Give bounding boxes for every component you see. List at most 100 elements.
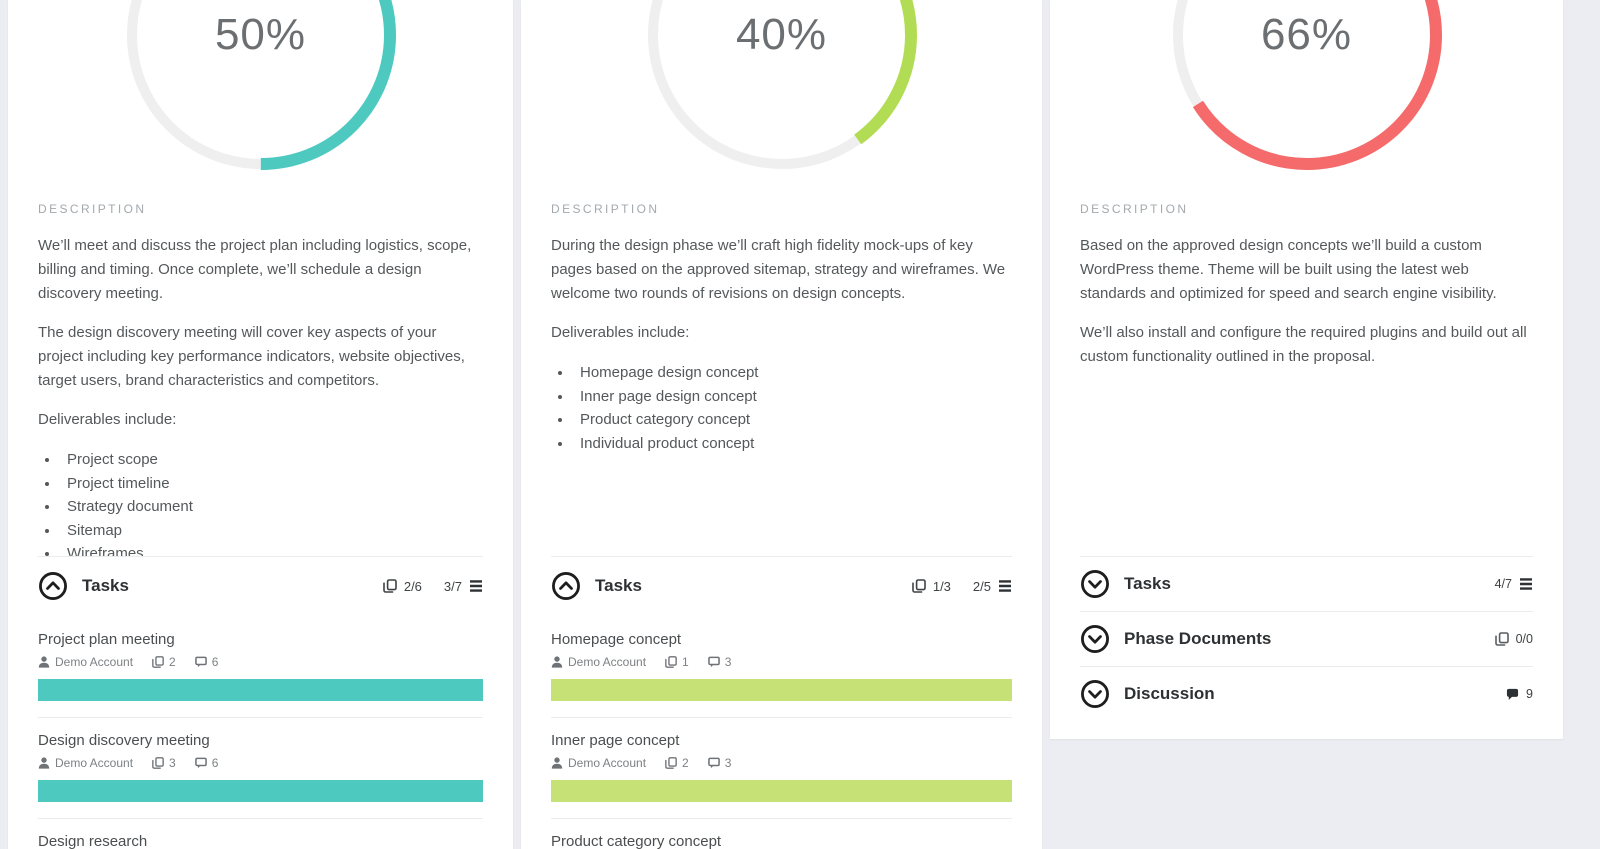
task-attachment-count: 1	[682, 655, 689, 669]
tasks-section-header[interactable]: Tasks 4/7	[1080, 556, 1533, 611]
user-icon	[551, 656, 563, 668]
clone-icon	[1494, 632, 1509, 646]
description-paragraph: Deliverables include:	[38, 411, 177, 428]
chevron-down-circle-icon	[1081, 570, 1109, 598]
task-comment-count: 3	[724, 655, 732, 669]
section-title: Phase Documents	[1124, 629, 1272, 648]
task-title[interactable]: Product category concept	[551, 833, 722, 849]
task-meta: Demo Account 2 3	[551, 754, 1012, 772]
phase-card: 66% DESCRIPTION Based on the approved de…	[1050, 0, 1563, 739]
task-assignee: Demo Account	[568, 655, 647, 669]
description-paragraph: We’ll also install and configure the req…	[1080, 324, 1527, 365]
description-label: DESCRIPTION	[551, 202, 660, 216]
phase-card: 40% DESCRIPTION During the design phase …	[521, 0, 1042, 849]
section-counts: 1/3 2/5	[912, 579, 1012, 594]
list-icon	[1519, 578, 1533, 590]
clone-icon	[665, 656, 677, 668]
discussion-count: 9	[1526, 687, 1533, 701]
clone-icon	[152, 656, 164, 668]
task-meta: Demo Account 3 6	[38, 754, 483, 772]
phase-progress-ring: 40%	[551, 0, 1012, 170]
phase-description: DESCRIPTION Based on the approved design…	[1080, 202, 1533, 556]
description-paragraph: Deliverables include:	[551, 324, 690, 341]
task-row[interactable]: Product category concept	[551, 818, 1012, 849]
description-label: DESCRIPTION	[38, 202, 147, 216]
description-paragraph: The design discovery meeting will cover …	[38, 324, 465, 389]
phase-description: DESCRIPTION During the design phase we’l…	[551, 202, 1012, 556]
clone-icon	[152, 757, 164, 769]
deliverables-list: Project scope Project timeline Strategy …	[60, 448, 483, 556]
progress-ring-svg	[646, 0, 917, 170]
progress-percent: 66%	[1260, 10, 1353, 59]
task-attachment-count: 3	[169, 756, 176, 770]
phase-progress-ring: 50%	[38, 0, 483, 170]
tasks-count: 3/7	[443, 578, 462, 594]
comment-icon	[194, 757, 207, 769]
deliverable-item: Strategy document	[60, 495, 483, 519]
documents-count: 0/0	[1515, 632, 1533, 646]
comment-icon	[707, 656, 720, 668]
chevron-up-circle-icon	[552, 572, 580, 600]
task-progress-bar	[551, 679, 1012, 701]
discussion-section-header[interactable]: Discussion 9	[1080, 666, 1533, 721]
task-attachment-count: 2	[682, 756, 689, 770]
deliverable-item: Project timeline	[60, 472, 483, 496]
progress-percent: 40%	[735, 10, 828, 59]
section-counts: 2/6 3/7	[383, 579, 483, 594]
comment-icon	[1506, 688, 1519, 700]
ring-progress-arc	[125, 0, 396, 170]
documents-count: 1/3	[932, 578, 951, 594]
section-title: Discussion	[1124, 684, 1215, 703]
phase-documents-section-header[interactable]: Phase Documents 0/0	[1080, 611, 1533, 666]
section-counts: 9	[1506, 687, 1533, 701]
deliverable-item: Individual product concept	[573, 432, 1012, 456]
task-assignee: Demo Account	[568, 756, 647, 770]
clone-icon	[665, 757, 677, 769]
task-progress-bar	[38, 679, 483, 701]
ring-progress-arc	[646, 0, 917, 170]
progress-percent: 50%	[214, 10, 307, 59]
task-meta: Demo Account 1 3	[551, 653, 1012, 671]
deliverables-list: Homepage design concept Inner page desig…	[573, 361, 1012, 455]
list-icon	[998, 580, 1012, 592]
section-title: Tasks	[1124, 574, 1171, 593]
progress-ring-svg	[1171, 0, 1442, 170]
task-title[interactable]: Project plan meeting	[38, 631, 175, 648]
task-progress-bar	[551, 780, 1012, 802]
chevron-down-circle-icon	[1081, 625, 1109, 653]
description-paragraph: We’ll meet and discuss the project plan …	[38, 237, 472, 302]
deliverable-item: Project scope	[60, 448, 483, 472]
tasks-section-header[interactable]: Tasks 1/3 2/5	[551, 557, 1012, 617]
tasks-section-header[interactable]: Tasks 2/6 3/7	[38, 557, 483, 617]
phase-description: DESCRIPTION We’ll meet and discuss the p…	[38, 202, 483, 556]
phase-card: 50% DESCRIPTION We’ll meet and discuss t…	[8, 0, 513, 849]
user-icon	[551, 757, 563, 769]
deliverable-item: Product category concept	[573, 408, 1012, 432]
user-icon	[38, 656, 50, 668]
section-divider	[38, 556, 483, 557]
task-attachment-count: 2	[169, 655, 176, 669]
task-assignee: Demo Account	[55, 655, 134, 669]
task-progress-bar	[38, 780, 483, 802]
clone-icon	[383, 579, 397, 593]
task-title[interactable]: Design research	[38, 833, 148, 849]
task-title[interactable]: Design discovery meeting	[38, 732, 210, 749]
task-comment-count: 6	[211, 756, 219, 770]
deliverable-item: Sitemap	[60, 519, 483, 543]
section-title: Tasks	[82, 576, 129, 595]
task-row[interactable]: Design discovery meeting Demo Account 3 …	[38, 717, 483, 818]
task-comment-count: 3	[724, 756, 732, 770]
task-title[interactable]: Inner page concept	[551, 732, 680, 749]
deliverable-item: Homepage design concept	[573, 361, 1012, 385]
list-icon	[469, 580, 483, 592]
task-assignee: Demo Account	[55, 756, 134, 770]
section-counts: 4/7	[1495, 577, 1533, 591]
comment-icon	[194, 656, 207, 668]
task-title[interactable]: Homepage concept	[551, 631, 682, 648]
task-row[interactable]: Project plan meeting Demo Account 2 6	[38, 617, 483, 717]
task-row[interactable]: Inner page concept Demo Account 2 3	[551, 717, 1012, 818]
deliverable-item: Inner page design concept	[573, 385, 1012, 409]
task-row[interactable]: Design research	[38, 818, 483, 849]
task-row[interactable]: Homepage concept Demo Account 1 3	[551, 617, 1012, 717]
